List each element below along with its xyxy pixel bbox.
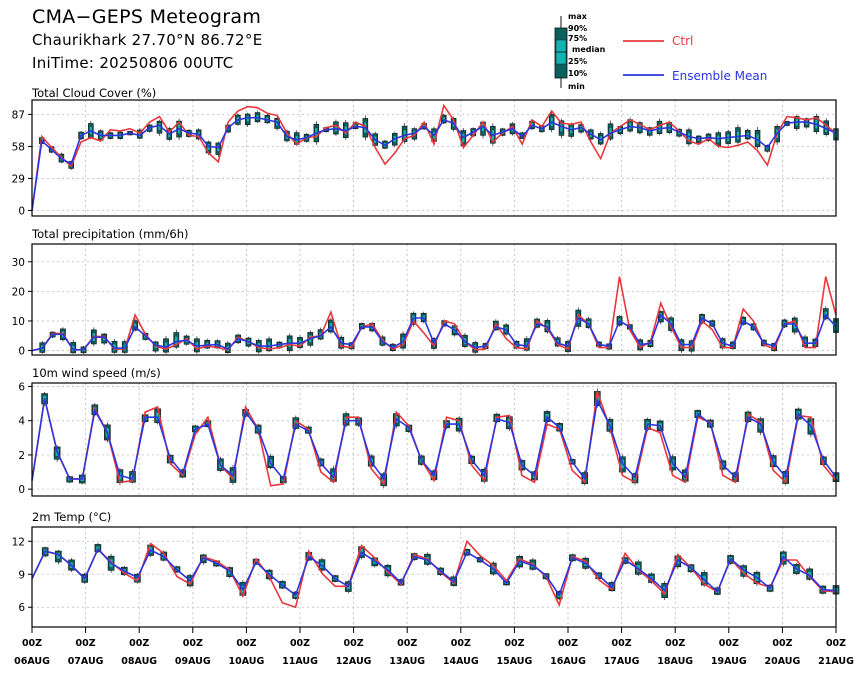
x-tick-time: 00Z (183, 638, 203, 649)
x-tick-date: 20AUG (765, 656, 801, 667)
y-tick-label: 20 (12, 286, 25, 298)
x-tick-time: 00Z (719, 638, 739, 649)
legend-box-label: 75% (568, 34, 587, 43)
y-tick-label: 12 (12, 536, 25, 548)
y-tick-label: 4 (18, 416, 25, 428)
x-tick-time: 00Z (22, 638, 42, 649)
y-tick-label: 58 (12, 141, 25, 153)
panel-frame (31, 99, 837, 217)
x-tick-date: 16AUG (550, 656, 586, 667)
x-tick-time: 00Z (665, 638, 685, 649)
chart-title: CMA−GEPS Meteogram (32, 6, 262, 28)
legend-box-label: 10% (568, 69, 587, 78)
legend-ctrl-label: Ctrl (672, 34, 693, 48)
box-plot (53, 445, 61, 462)
y-tick-label: 30 (12, 257, 25, 269)
panel-title: 10m wind speed (m/s) (32, 366, 161, 380)
y-tick-label: 2 (18, 450, 25, 462)
panel-3: 10m wind speed (m/s) 0 2 4 6 (18, 366, 840, 497)
ctrl-line (31, 103, 837, 211)
legend-box-label: 90% (568, 24, 587, 33)
box-plot (163, 335, 169, 354)
x-tick-time: 00Z (129, 638, 149, 649)
panel-2: Total precipitation (mm/6h) 0 10 20 30 (12, 227, 839, 358)
box-plot (745, 128, 751, 141)
y-tick-label: 0 (18, 205, 25, 217)
x-tick-time: 00Z (826, 638, 846, 649)
x-tick-time: 00Z (504, 638, 524, 649)
panel-title: Total Cloud Cover (%) (31, 86, 156, 100)
x-tick-time: 00Z (397, 638, 417, 649)
x-tick-date: 06AUG (14, 656, 50, 667)
legend: max 90%75% median 25% 10% min Ctrl Ensemble Mea… (554, 12, 767, 91)
x-tick-date: 21AUG (818, 656, 854, 667)
x-tick-date: 13AUG (389, 656, 425, 667)
legend-mean-label: Ensemble Mean (672, 69, 767, 83)
panel-frame (31, 243, 837, 356)
y-tick-label: 87 (12, 109, 25, 121)
panel-frame (31, 526, 837, 628)
init-time-label: IniTime: 20250806 00UTC (32, 54, 234, 72)
x-tick-date: 15AUG (497, 656, 533, 667)
box-plot (266, 336, 272, 353)
x-tick-date: 11AUG (282, 656, 318, 667)
y-tick-label: 29 (12, 173, 25, 185)
x-tick-date: 08AUG (121, 656, 157, 667)
ensemble-mean-line (31, 116, 837, 211)
panel-1: Total Cloud Cover (%) 0 29 58 87 (12, 86, 839, 217)
legend-box-label: min (568, 82, 585, 91)
y-tick-label: 0 (18, 346, 25, 358)
x-tick-time: 00Z (344, 638, 364, 649)
ensemble-mean-line (31, 547, 837, 597)
x-tick-date: 09AUG (175, 656, 211, 667)
x-tick-date: 17AUG (604, 656, 640, 667)
panel-title: Total precipitation (mm/6h) (31, 227, 188, 241)
ctrl-line (31, 276, 837, 352)
panel-title: 2m Temp (°C) (32, 510, 111, 524)
y-tick-label: 10 (12, 316, 25, 328)
y-tick-label: 6 (18, 602, 25, 614)
x-tick-time: 00Z (76, 638, 96, 649)
y-tick-label: 6 (18, 381, 25, 393)
box-plot (735, 124, 741, 145)
legend-box-label: 25% (568, 57, 587, 66)
panel-4: 2m Temp (°C) 6 9 12 (12, 510, 840, 628)
panel-frame (31, 382, 837, 497)
ensemble-mean-line (31, 397, 837, 481)
x-tick-time: 00Z (236, 638, 256, 649)
x-tick-date: 14AUG (443, 656, 479, 667)
box-inner (736, 130, 740, 141)
box-plot (754, 127, 761, 150)
legend-box-label: median (572, 45, 606, 54)
x-tick-time: 00Z (558, 638, 578, 649)
x-tick-time: 00Z (772, 638, 792, 649)
y-tick-label: 0 (18, 484, 25, 496)
legend-box-label: max (568, 12, 588, 21)
x-tick-date: 12AUG (336, 656, 372, 667)
location-label: Chaurikhark 27.70°N 86.72°E (32, 31, 263, 49)
y-tick-label: 9 (18, 569, 25, 581)
x-tick-time: 00Z (612, 638, 632, 649)
x-tick-date: 19AUG (711, 656, 747, 667)
x-tick-time: 00Z (451, 638, 471, 649)
box-plot (204, 338, 211, 350)
x-tick-date: 07AUG (68, 656, 104, 667)
title-block: CMA−GEPS Meteogram Chaurikhark 27.70°N 8… (32, 6, 262, 75)
box-plot (244, 112, 251, 128)
x-tick-time: 00Z (290, 638, 310, 649)
x-tick-date: 10AUG (229, 656, 265, 667)
x-tick-date: 18AUG (657, 656, 693, 667)
ensemble-mean-line (31, 313, 837, 352)
